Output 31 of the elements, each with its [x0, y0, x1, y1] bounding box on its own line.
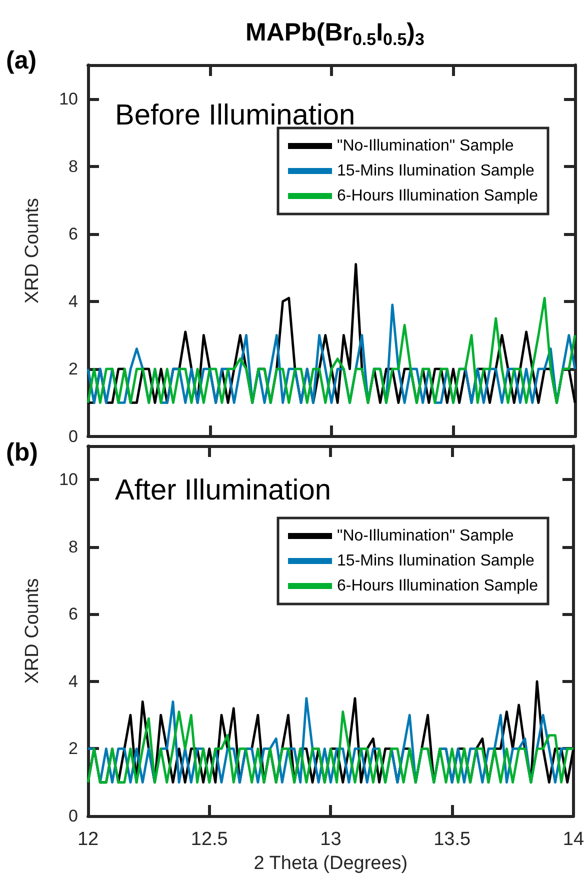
y-tick-label: 10	[59, 470, 78, 490]
annotation: Before Illumination	[115, 100, 356, 132]
y-tick-label: 8	[68, 156, 78, 176]
legend-label: 6-Hours Illumination Sample	[337, 578, 538, 594]
line-series	[86, 710, 575, 784]
x-tick-label: 14	[562, 829, 584, 850]
annotation: After Illumination	[115, 474, 331, 506]
x-tick-label: 13	[320, 829, 342, 850]
legend-label: "No-Illumination" Sample	[337, 138, 514, 154]
legend-label: 15-Mins Ilumination Sample	[337, 552, 535, 570]
y-tick-label: 6	[68, 224, 78, 244]
y-tick-label: 4	[68, 292, 78, 311]
x-tick-label: 12.5	[190, 829, 228, 850]
y-tick-label: 2	[68, 359, 78, 378]
text: (b)	[6, 438, 38, 466]
y-tick-label: 8	[68, 537, 78, 556]
y-tick-label: 6	[68, 604, 78, 624]
y-tick-label: 2	[68, 739, 78, 758]
x-tick-label: 12	[77, 829, 99, 850]
y-tick-label: 0	[68, 427, 78, 446]
legend-label: "No-Illumination" Sample	[337, 528, 514, 544]
x-tick-label: 13.5	[434, 829, 471, 850]
y-axis-title: XRD Counts	[22, 578, 43, 684]
y-tick-label: 10	[59, 89, 78, 108]
legend-label: 15-Mins Ilumination Sample	[337, 162, 535, 180]
text: (a)	[6, 46, 37, 74]
y-axis-title: XRD Counts	[22, 198, 43, 304]
y-tick-label: 0	[68, 806, 78, 826]
y-tick-label: 4	[68, 672, 78, 691]
legend-label: 6-Hours Illumination Sample	[337, 188, 538, 204]
x-axis-title: 2 Theta (Degrees)	[254, 853, 408, 874]
